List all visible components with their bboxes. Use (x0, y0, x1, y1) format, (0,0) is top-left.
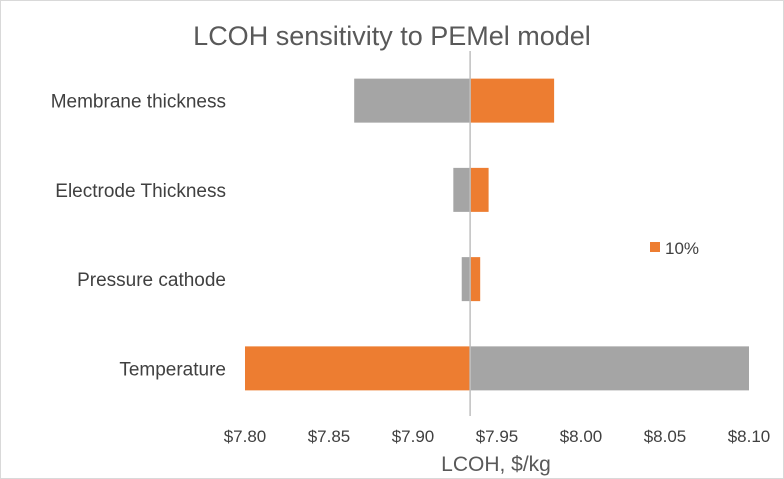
bars-layer (245, 78, 749, 391)
x-tick-label: $8.05 (644, 427, 687, 446)
bar-electrode-thickness-series-0 (453, 167, 471, 212)
x-tick-label: $8.10 (728, 427, 771, 446)
category-labels: Membrane thickness Electrode Thickness Pre… (51, 92, 226, 381)
bar-pressure-cathode-series-1 (470, 257, 481, 302)
bar-temperature-series-1 (245, 346, 471, 391)
x-tick-label: $7.90 (392, 427, 435, 446)
x-tick-labels: $7.80 $7.85 $7.90 $7.95 $8.00 $8.05 $8.10 (224, 427, 771, 446)
bar-membrane-thickness-series-0 (354, 78, 471, 123)
category-label-electrode-thickness: Electrode Thickness (55, 181, 226, 202)
bar-membrane-thickness-series-1 (470, 78, 555, 123)
legend-label: 10% (665, 239, 699, 258)
category-label-membrane-thickness: Membrane thickness (51, 92, 226, 113)
bar-pressure-cathode-series-0 (461, 257, 471, 302)
legend: 10% (650, 239, 699, 258)
x-axis-title: LCOH, $/kg (441, 453, 551, 476)
category-label-temperature: Temperature (119, 359, 226, 380)
legend-swatch (650, 242, 660, 252)
category-label-pressure-cathode: Pressure cathode (77, 270, 226, 291)
x-tick-label: $7.80 (224, 427, 267, 446)
x-tick-label: $7.85 (308, 427, 351, 446)
chart-title: LCOH sensitivity to PEMel model (193, 21, 591, 51)
x-tick-label: $7.95 (476, 427, 519, 446)
bar-temperature-series-0 (470, 346, 749, 391)
bar-electrode-thickness-series-1 (470, 167, 489, 212)
x-tick-label: $8.00 (560, 427, 603, 446)
